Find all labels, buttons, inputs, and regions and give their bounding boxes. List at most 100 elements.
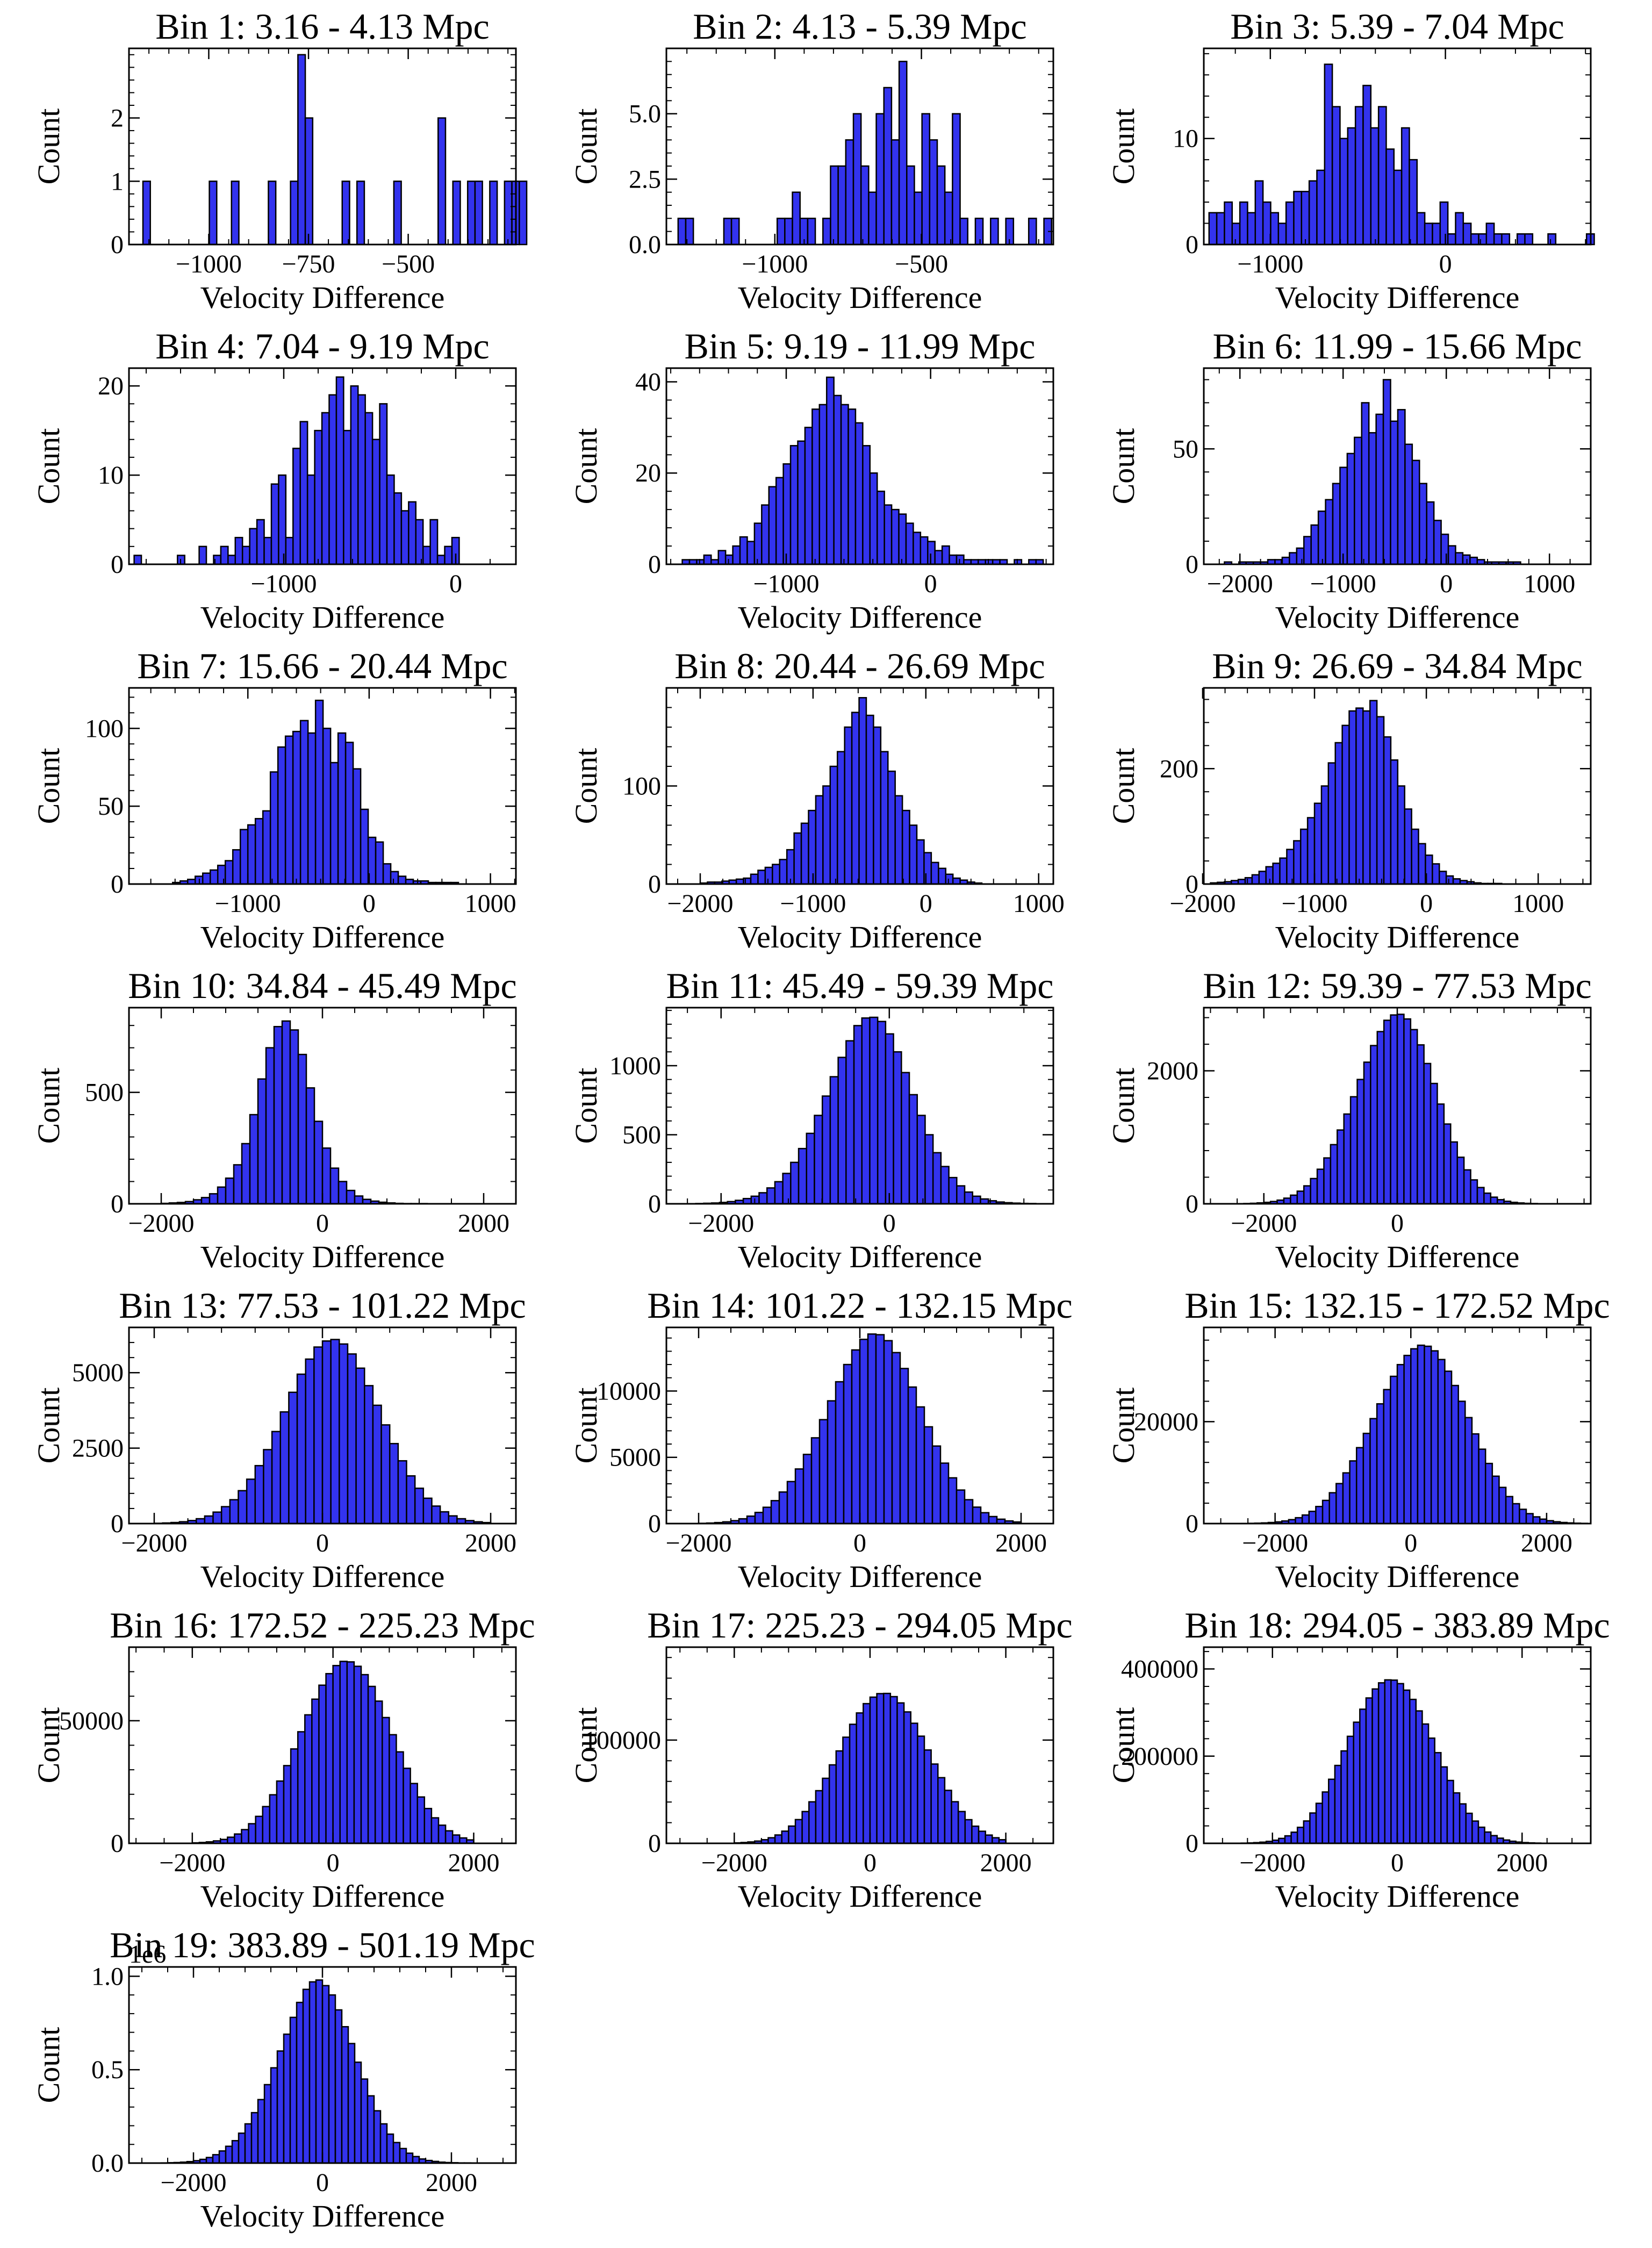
histogram-bar <box>835 1381 845 1525</box>
histogram-bar <box>930 861 939 885</box>
x-tick-label: −1000 <box>1310 570 1376 598</box>
histogram-bar <box>313 1121 324 1205</box>
histogram-bar <box>944 191 953 246</box>
histogram-panel-12: −2000 0 0 2000 Bin 12: 59.39 - 77.53 Mpc Velo… <box>1106 965 1592 1274</box>
y-axis-label: Count <box>1106 748 1141 824</box>
y-tick-label: 0.5 <box>91 2056 124 2084</box>
histogram-bar <box>241 1829 249 1844</box>
histogram-bar <box>350 385 359 565</box>
histogram-bar <box>321 1985 330 2164</box>
histogram-bar <box>880 751 889 885</box>
histogram-bar <box>344 742 354 885</box>
histogram-bar <box>851 712 860 885</box>
histogram-bars <box>677 61 1052 246</box>
chart-title: Bin 13: 77.53 - 101.22 Mpc <box>119 1285 526 1326</box>
histogram-bar <box>1524 233 1534 246</box>
histogram-bar <box>386 2133 394 2164</box>
histogram-bar <box>1244 877 1253 885</box>
histogram-bar <box>360 808 369 885</box>
y-tick-label: 400000 <box>1121 1655 1198 1684</box>
histogram-bar <box>423 1807 433 1844</box>
y-tick-label: 1 <box>111 167 124 196</box>
x-axis-label: Velocity Difference <box>200 600 445 635</box>
histogram-bar <box>860 165 870 246</box>
histogram-bar <box>379 403 388 565</box>
histogram-bar <box>1382 379 1391 565</box>
x-tick-label: −2000 <box>1169 889 1236 918</box>
histogram-bar <box>347 1353 357 1525</box>
histogram-bar <box>269 1794 278 1844</box>
histogram-bar <box>804 427 813 565</box>
y-tick-label: 20000 <box>1134 1407 1198 1436</box>
tick-marks <box>1204 1008 1591 1205</box>
histogram-bar <box>290 1748 299 1844</box>
histogram-bar <box>1421 1723 1430 1844</box>
histogram-bar <box>844 726 853 885</box>
histogram-bar <box>1362 84 1372 246</box>
x-axis-label: Velocity Difference <box>1275 280 1520 315</box>
histogram-bar <box>761 504 770 565</box>
x-axis-label: Velocity Difference <box>200 1879 445 1914</box>
histogram-bar <box>1334 742 1343 885</box>
histogram-bar <box>885 1033 894 1205</box>
histogram-bar <box>1339 466 1348 565</box>
histogram-bar <box>1310 1177 1318 1205</box>
histogram-bar <box>308 1981 317 2164</box>
histogram-bar <box>246 1478 256 1525</box>
histogram-bar <box>814 1115 823 1205</box>
histogram-bar <box>373 2110 382 2164</box>
y-tick-label: 5.0 <box>629 100 661 128</box>
histogram-bar <box>431 1505 441 1525</box>
histogram-bar <box>403 1768 411 1844</box>
histogram-bar <box>1324 63 1333 246</box>
histogram-bar <box>920 536 929 565</box>
histogram-bar <box>1375 413 1384 565</box>
histogram-bar <box>929 139 938 246</box>
histogram-bar <box>142 181 151 246</box>
x-tick-label: −1000 <box>753 570 819 598</box>
y-tick-label: 5000 <box>72 1359 124 1387</box>
histogram-bar <box>1430 1350 1439 1525</box>
histogram-bar <box>1361 402 1370 565</box>
histogram-bar <box>205 2157 214 2164</box>
histogram-bar <box>889 1696 898 1844</box>
histogram-bar <box>330 1339 340 1525</box>
histogram-bar <box>1404 808 1412 885</box>
plot-frame <box>1203 367 1592 565</box>
histogram-bar <box>837 1057 847 1205</box>
histogram-bar <box>1469 556 1478 565</box>
histogram-bar <box>1478 1448 1486 1525</box>
histogram-bar <box>766 1187 776 1205</box>
histogram-bar <box>341 2026 349 2164</box>
histogram-bar <box>1353 1721 1361 1844</box>
y-tick-label: 50000 <box>59 1707 124 1735</box>
histogram-bar <box>1356 1079 1365 1205</box>
histogram-bar <box>951 1801 959 1844</box>
histogram-bar <box>339 1661 348 1844</box>
x-axis-label: Velocity Difference <box>200 1239 445 1274</box>
histogram-bar <box>1347 127 1356 246</box>
histogram-bar <box>988 1516 998 1525</box>
histogram-bar <box>939 1462 950 1525</box>
histogram-bar <box>789 445 799 565</box>
tick-marks <box>666 687 1053 885</box>
histogram-bar <box>1411 459 1420 565</box>
histogram-bar <box>815 1790 823 1844</box>
histogram-bar <box>343 429 352 565</box>
histogram-bar <box>374 1700 383 1844</box>
histogram-bar <box>262 1806 271 1844</box>
histogram-bar <box>372 1404 382 1525</box>
histogram-bar <box>1432 863 1440 885</box>
x-tick-label: 0 <box>327 1849 340 1877</box>
histogram-bar <box>1308 180 1318 246</box>
histogram-bar <box>944 1790 952 1844</box>
histogram-panel-3: −1000 0 0 10 Bin 3: 5.39 - 7.04 Mpc Velocity … <box>1106 6 1595 315</box>
x-tick-label: −500 <box>895 250 948 278</box>
histogram-bar <box>876 1693 885 1844</box>
histogram-bar <box>853 1025 863 1205</box>
histogram-bar <box>1478 233 1488 246</box>
histogram-bar <box>1459 1803 1467 1844</box>
histogram-bar <box>249 528 258 565</box>
histogram-bar <box>774 1181 784 1205</box>
histogram-bar <box>1368 432 1377 565</box>
